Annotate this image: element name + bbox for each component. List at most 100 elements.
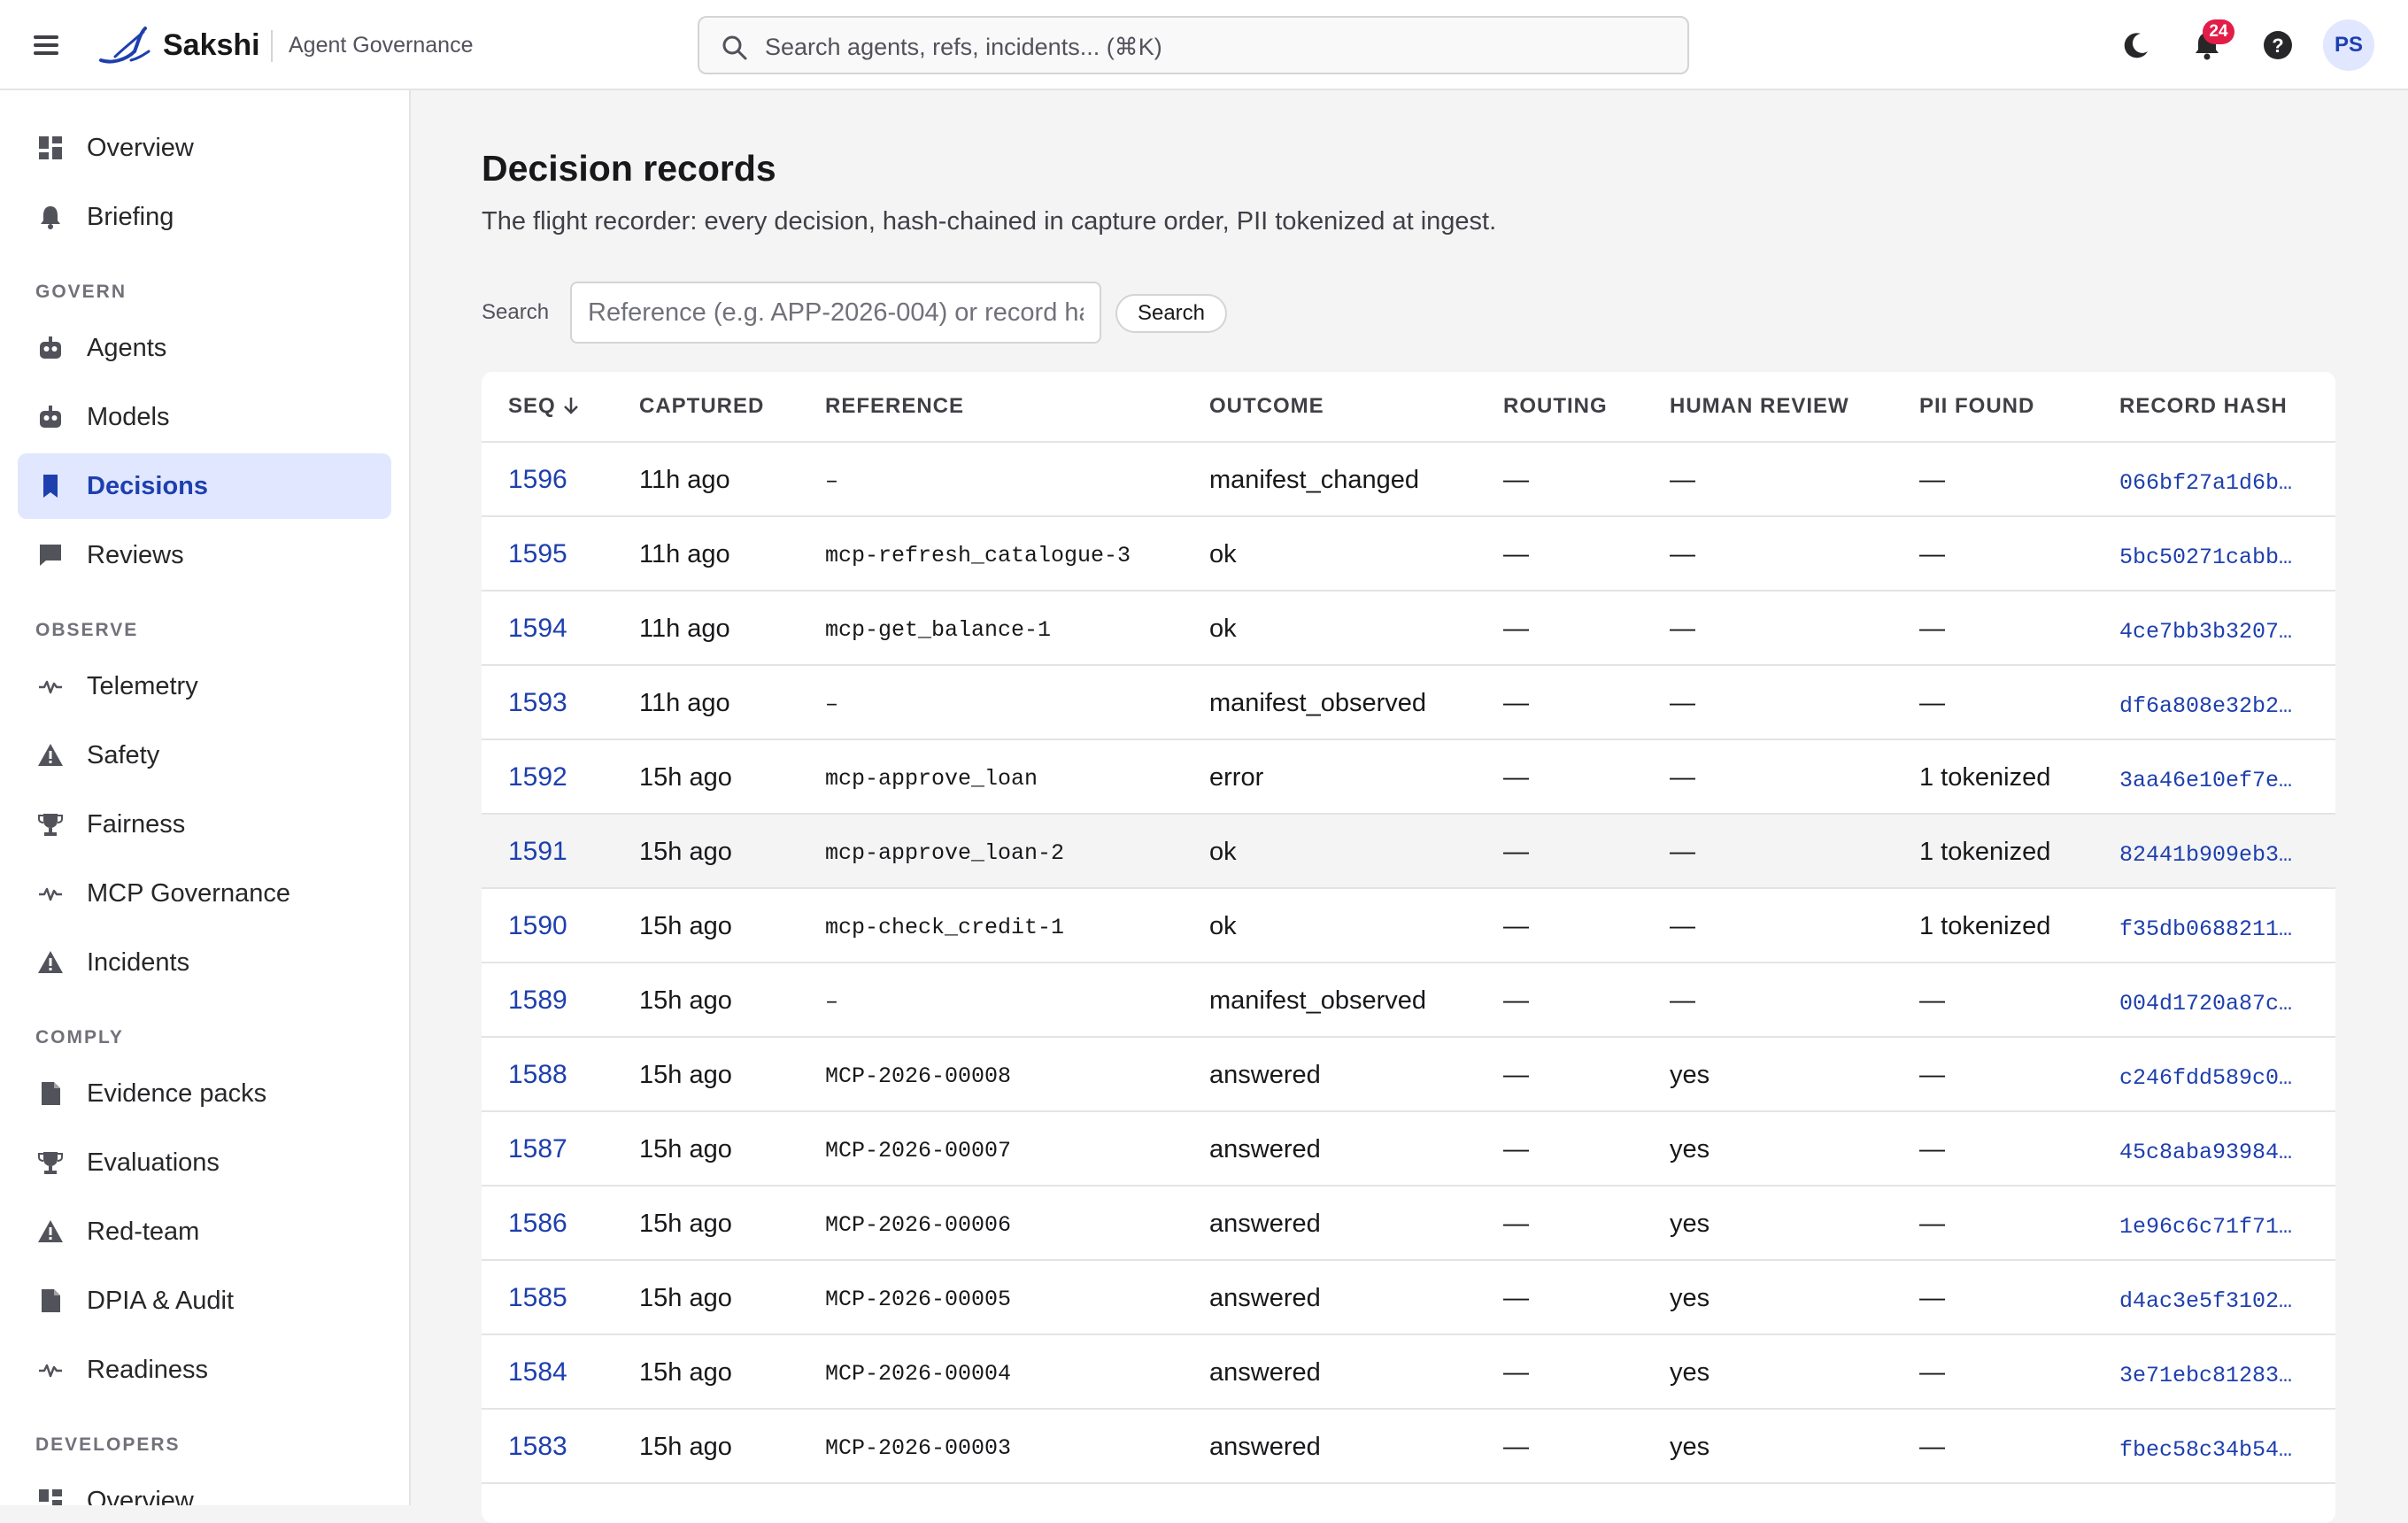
captured-cell: 15h ago <box>639 1135 732 1164</box>
record-hash-link[interactable]: fbec58c34b54… <box>2119 1437 2293 1463</box>
sidebar-item-developers-overview[interactable]: Overview <box>18 1468 391 1505</box>
pii-found-cell: 1 tokenized <box>1919 912 2051 940</box>
table-row[interactable]: 1592 15h ago mcp-approve_loan error — — 1 toke… <box>482 740 2335 815</box>
search-button[interactable]: Search <box>1115 294 1227 333</box>
column-header-record-hash[interactable]: RECORD HASH <box>2119 394 2288 418</box>
routing-cell: — <box>1503 1135 1529 1164</box>
table-row[interactable]: 1583 15h ago MCP-2026-00003 answered — yes — fb… <box>482 1410 2335 1484</box>
seq-link[interactable]: 1587 <box>508 1134 567 1164</box>
record-hash-link[interactable]: 82441b909eb3… <box>2119 842 2293 868</box>
table-row[interactable]: 1589 15h ago – manifest_observed — — — 004d1720… <box>482 963 2335 1038</box>
seq-link[interactable]: 1589 <box>508 986 567 1015</box>
record-hash-link[interactable]: c246fdd589c0… <box>2119 1065 2293 1091</box>
routing-cell: — <box>1503 912 1529 940</box>
outcome-cell: ok <box>1209 540 1237 568</box>
captured-cell: 11h ago <box>639 466 730 494</box>
record-hash-link[interactable]: 3aa46e10ef7e… <box>2119 768 2293 793</box>
help-icon[interactable]: ? <box>2261 28 2295 62</box>
routing-cell: — <box>1503 1284 1529 1312</box>
sidebar-item-briefing[interactable]: Briefing <box>18 184 391 250</box>
seq-link[interactable]: 1584 <box>508 1357 567 1387</box>
sidebar-item-telemetry[interactable]: Telemetry <box>18 653 391 719</box>
seq-link[interactable]: 1594 <box>508 614 567 643</box>
sidebar-item-incidents[interactable]: Incidents <box>18 930 391 995</box>
record-hash-link[interactable]: 4ce7bb3b3207… <box>2119 619 2293 645</box>
pii-found-cell: — <box>1919 540 1945 568</box>
table-row[interactable]: 1586 15h ago MCP-2026-00006 answered — yes — 1e… <box>482 1187 2335 1261</box>
brand-subtitle: Agent Governance <box>289 33 474 58</box>
seq-link[interactable]: 1590 <box>508 911 567 940</box>
hamburger-menu-icon[interactable] <box>32 30 62 60</box>
column-header-reference[interactable]: REFERENCE <box>825 394 965 418</box>
seq-link[interactable]: 1586 <box>508 1209 567 1238</box>
user-avatar[interactable]: PS <box>2323 19 2374 71</box>
reference-cell: MCP-2026-00004 <box>825 1361 1012 1387</box>
sidebar-item-label: Readiness <box>87 1356 209 1384</box>
record-hash-link[interactable]: 3e71ebc81283… <box>2119 1363 2293 1388</box>
sidebar-item-label: Evidence packs <box>87 1079 267 1108</box>
record-hash-link[interactable]: 066bf27a1d6b… <box>2119 470 2293 496</box>
table-row[interactable]: 1596 11h ago – manifest_changed — — — 066bf27a1… <box>482 443 2335 517</box>
table-row[interactable]: 1585 15h ago MCP-2026-00005 answered — yes — d4… <box>482 1261 2335 1335</box>
sidebar-item-safety[interactable]: Safety <box>18 723 391 788</box>
sidebar-item-decisions[interactable]: Decisions <box>18 453 391 519</box>
table-row[interactable]: 1584 15h ago MCP-2026-00004 answered — yes — 3e… <box>482 1335 2335 1410</box>
table-row[interactable]: 1594 11h ago mcp-get_balance-1 ok — — — 4ce7bb3… <box>482 591 2335 666</box>
reference-cell: mcp-refresh_catalogue-3 <box>825 543 1131 568</box>
table-row[interactable]: 1595 11h ago mcp-refresh_catalogue-3 ok — — — 5… <box>482 517 2335 591</box>
seq-link[interactable]: 1593 <box>508 688 567 717</box>
seq-link[interactable]: 1591 <box>508 837 567 866</box>
seq-link[interactable]: 1595 <box>508 539 567 568</box>
record-hash-link[interactable]: df6a808e32b2… <box>2119 693 2293 719</box>
sidebar-item-models[interactable]: Models <box>18 384 391 450</box>
brand-name[interactable]: Sakshi <box>163 28 260 62</box>
sidebar-item-dpia-audit[interactable]: DPIA & Audit <box>18 1268 391 1334</box>
seq-link[interactable]: 1583 <box>508 1432 567 1461</box>
record-hash-link[interactable]: 45c8aba93984… <box>2119 1140 2293 1165</box>
record-hash-link[interactable]: 004d1720a87c… <box>2119 991 2293 1017</box>
column-header-outcome[interactable]: OUTCOME <box>1209 394 1324 418</box>
global-search-input[interactable]: Search agents, refs, incidents... (⌘K) <box>698 16 1689 74</box>
sidebar-item-evaluations[interactable]: Evaluations <box>18 1130 391 1195</box>
sidebar-section-govern: GOVERN <box>35 282 127 302</box>
sidebar-item-overview[interactable]: Overview <box>18 115 391 181</box>
pulse-icon <box>39 680 62 694</box>
seq-link[interactable]: 1585 <box>508 1283 567 1312</box>
sidebar-item-red-team[interactable]: Red-team <box>18 1199 391 1264</box>
seq-link[interactable]: 1592 <box>508 762 567 792</box>
record-hash-link[interactable]: d4ac3e5f3102… <box>2119 1288 2293 1314</box>
captured-cell: 15h ago <box>639 986 732 1015</box>
reference-cell: MCP-2026-00008 <box>825 1063 1012 1089</box>
pii-found-cell: — <box>1919 466 1945 494</box>
column-header-seq[interactable]: SEQ <box>508 393 579 420</box>
sidebar-item-reviews[interactable]: Reviews <box>18 522 391 588</box>
routing-cell: — <box>1503 615 1529 643</box>
record-hash-link[interactable]: 1e96c6c71f71… <box>2119 1214 2293 1240</box>
captured-cell: 15h ago <box>639 1210 732 1238</box>
sidebar-item-mcp-governance[interactable]: MCP Governance <box>18 861 391 926</box>
column-header-routing[interactable]: ROUTING <box>1503 394 1608 418</box>
table-row[interactable]: 1593 11h ago – manifest_observed — — — df6a808e… <box>482 666 2335 740</box>
table-row[interactable]: 1591 15h ago mcp-approve_loan-2 ok — — 1 token… <box>482 815 2335 889</box>
reference-cell: – <box>825 692 839 717</box>
table-row[interactable]: 1588 15h ago MCP-2026-00008 answered — yes — c2… <box>482 1038 2335 1112</box>
dark-mode-moon-icon[interactable] <box>2119 28 2153 62</box>
reference-search-input[interactable] <box>570 282 1101 344</box>
sidebar-item-fairness[interactable]: Fairness <box>18 792 391 857</box>
seq-link[interactable]: 1588 <box>508 1060 567 1089</box>
table-row[interactable]: 1590 15h ago mcp-check_credit-1 ok — — 1 token… <box>482 889 2335 963</box>
column-header-human-review[interactable]: HUMAN REVIEW <box>1670 394 1849 418</box>
sidebar-item-agents[interactable]: Agents <box>18 315 391 381</box>
column-header-pii-found[interactable]: PII FOUND <box>1919 394 2035 418</box>
reference-cell: – <box>825 989 839 1015</box>
column-header-captured[interactable]: CAPTURED <box>639 394 765 418</box>
table-row[interactable]: 1587 15h ago MCP-2026-00007 answered — yes — 45… <box>482 1112 2335 1187</box>
document-icon <box>42 1289 60 1312</box>
record-hash-link[interactable]: f35db0688211… <box>2119 916 2293 942</box>
sidebar-item-evidence-packs[interactable]: Evidence packs <box>18 1061 391 1126</box>
human-review-cell: — <box>1670 540 1695 568</box>
seq-link[interactable]: 1596 <box>508 465 567 494</box>
dashboard-icon <box>39 136 62 159</box>
record-hash-link[interactable]: 5bc50271cabb… <box>2119 545 2293 570</box>
sidebar-item-readiness[interactable]: Readiness <box>18 1337 391 1403</box>
